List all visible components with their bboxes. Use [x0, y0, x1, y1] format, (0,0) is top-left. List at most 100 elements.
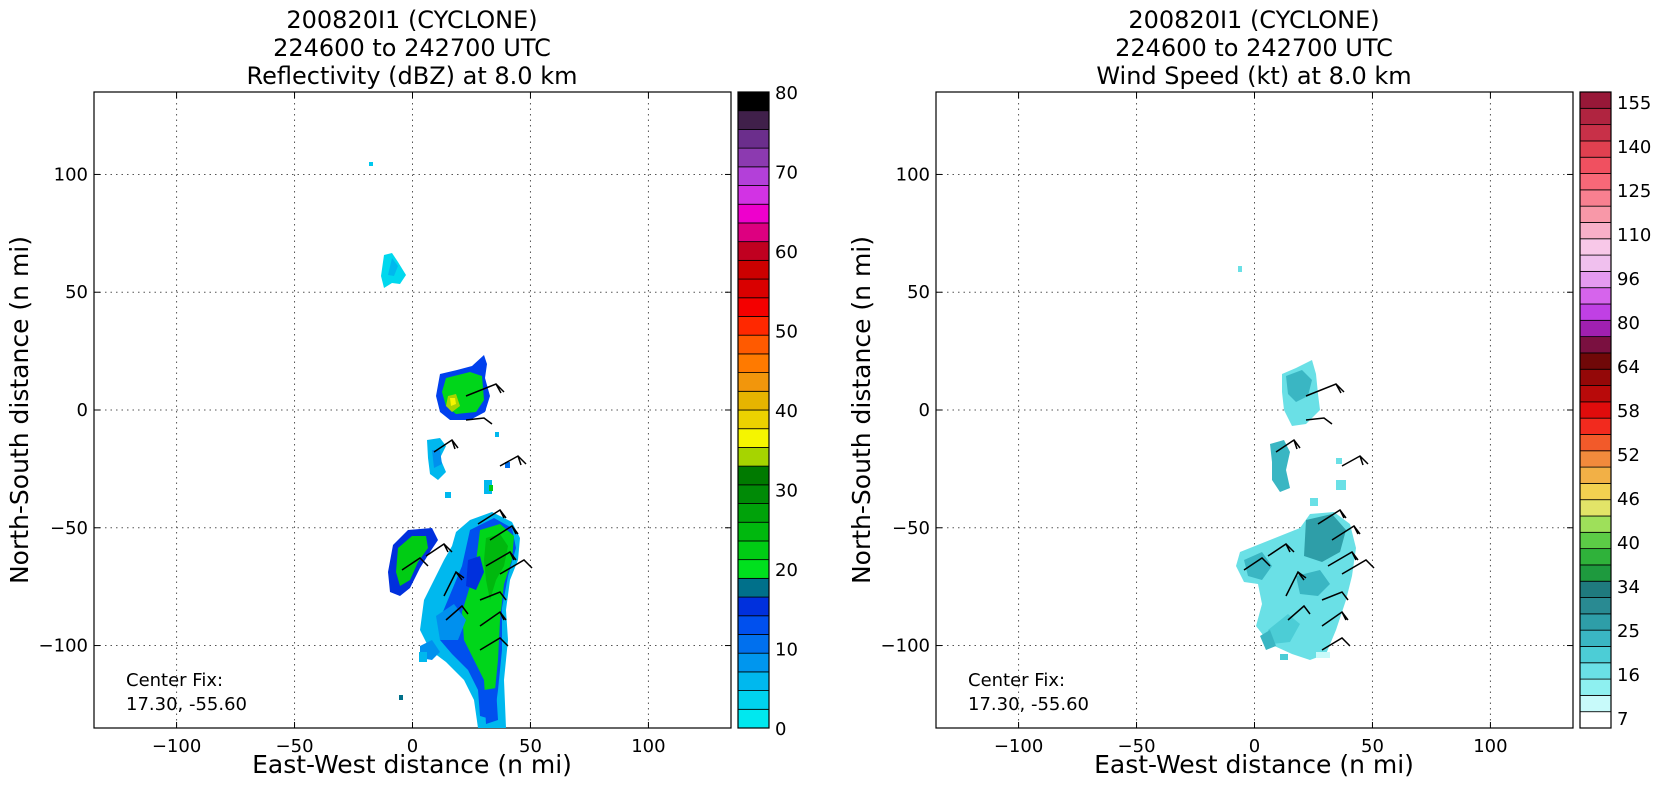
y-tick-label: −100	[881, 636, 930, 657]
colorbar-swatch	[737, 521, 770, 542]
y-tick-label: 0	[919, 400, 930, 421]
echo-cell	[436, 604, 466, 640]
wind-barb	[445, 604, 469, 621]
panel1-plot-area	[93, 91, 732, 729]
colorbar-swatch	[737, 708, 770, 729]
echo-cell	[1310, 498, 1318, 506]
wind-barb	[1275, 438, 1301, 453]
colorbar-swatch	[1579, 156, 1612, 174]
colorbar-swatch	[1579, 368, 1612, 386]
x-tick-label: 50	[519, 736, 542, 757]
colorbar-swatch	[1579, 336, 1612, 354]
wind-barb	[499, 455, 527, 467]
wind-barb	[485, 551, 517, 567]
wind-barb	[1321, 591, 1349, 601]
colorbar-swatch	[1579, 107, 1612, 126]
colorbar-swatch	[1579, 613, 1612, 631]
colorbar-swatch	[737, 241, 770, 261]
colorbar-swatch	[1579, 287, 1612, 305]
panel1-title-line2: 224600 to 242700 UTC	[273, 34, 551, 62]
wind-speed-panel: 200820I1 (CYCLONE) 224600 to 242700 UTC …	[847, 6, 1651, 779]
wind-barb	[477, 508, 507, 525]
colorbar-swatch	[737, 503, 770, 523]
colorbar-swatch	[1579, 694, 1612, 713]
colorbar-tick-label: 0	[775, 719, 786, 740]
colorbar-swatch	[1579, 434, 1612, 452]
panel1-center-fix-value: 17.30, -55.60	[126, 694, 247, 715]
colorbar-swatch	[737, 91, 770, 112]
colorbar-tick-label: 125	[1617, 181, 1651, 202]
colorbar-swatch	[1579, 401, 1612, 419]
echo-cell	[1304, 514, 1346, 562]
echo-cell	[388, 258, 398, 276]
colorbar-swatch	[737, 185, 770, 205]
x-tick-label: −50	[276, 736, 314, 757]
colorbar-tick-label: 34	[1617, 577, 1640, 598]
colorbar-frame	[737, 91, 770, 729]
colorbar-swatch	[1579, 711, 1612, 729]
colorbar-swatch	[1579, 319, 1612, 338]
colorbar-swatch	[737, 615, 770, 635]
panel2-ylabel: North-South distance (n mi)	[847, 236, 876, 584]
wind-barb	[1305, 417, 1333, 425]
echo-cell	[1286, 370, 1312, 402]
colorbar-tick-label: 110	[1617, 225, 1651, 246]
colorbar-swatch	[1579, 499, 1612, 517]
echo-cell	[1268, 614, 1300, 644]
echo-cell	[484, 534, 508, 600]
echo-cell	[1336, 480, 1346, 490]
colorbar-swatch	[737, 203, 770, 224]
colorbar-swatch	[1579, 205, 1612, 223]
colorbar-swatch	[737, 166, 770, 186]
y-tick-label: 50	[907, 282, 930, 303]
echo-cell	[1336, 458, 1342, 464]
colorbar-swatch	[737, 559, 770, 579]
wind-barb	[425, 543, 453, 557]
x-tick-label: 0	[1249, 736, 1260, 757]
colorbar-swatch	[737, 577, 770, 598]
colorbar-swatch	[737, 652, 770, 673]
echo-cell	[1238, 266, 1242, 272]
wind-barb	[499, 559, 533, 575]
colorbar-swatch	[737, 428, 770, 448]
colorbar-swatch	[1579, 662, 1612, 680]
colorbar-swatch	[737, 390, 770, 411]
panel1-echoes	[369, 162, 520, 728]
panel1-title-line3: Reflectivity (dBZ) at 8.0 km	[247, 62, 578, 90]
colorbar-swatch	[1579, 646, 1612, 664]
wind-barb	[1341, 455, 1369, 467]
colorbar-tick-label: 64	[1617, 357, 1640, 378]
colorbar-swatch	[737, 596, 770, 617]
x-tick-label: 100	[631, 736, 665, 757]
colorbar-tick-label: 25	[1617, 621, 1640, 642]
wind-barb	[1267, 543, 1295, 557]
colorbar-swatch	[1579, 238, 1612, 256]
colorbar-swatch	[1579, 222, 1612, 240]
echo-cell	[1244, 552, 1272, 580]
echo-cell	[505, 462, 510, 468]
wind-barb	[479, 591, 507, 601]
echo-cell	[450, 398, 456, 406]
panel2-axis-ticks: −100 −50 0 50 100 −100 −50 0 50 100	[881, 92, 1573, 757]
y-tick-label: 0	[77, 400, 88, 421]
colorbar-tick-label: 52	[1617, 445, 1640, 466]
wind-barb	[465, 417, 493, 425]
x-tick-label: 100	[1473, 736, 1507, 757]
colorbar-swatch	[737, 129, 770, 149]
colorbar-swatch	[737, 671, 770, 691]
colorbar-swatch	[737, 540, 770, 561]
colorbar-swatch	[737, 372, 770, 392]
echo-cell	[1260, 630, 1276, 650]
panel2-colorbar: 7 16 25 34 40 46 52 58 64 80 96 110 125 140 155	[1579, 91, 1651, 730]
colorbar-swatch	[1579, 270, 1612, 289]
echo-cell	[495, 432, 499, 437]
wind-barb	[1287, 604, 1311, 621]
panel2-plot-area	[935, 91, 1574, 729]
panel1-colorbar: 0 10 20 30 40 50 60 70 80	[737, 83, 798, 740]
echo-cell	[432, 450, 442, 468]
wind-barb	[1331, 524, 1361, 541]
panel2-grid	[936, 92, 1573, 728]
colorbar-swatch	[1579, 548, 1612, 566]
colorbar-swatch	[737, 447, 770, 467]
panel2-center-fix-label: Center Fix:	[968, 670, 1065, 691]
